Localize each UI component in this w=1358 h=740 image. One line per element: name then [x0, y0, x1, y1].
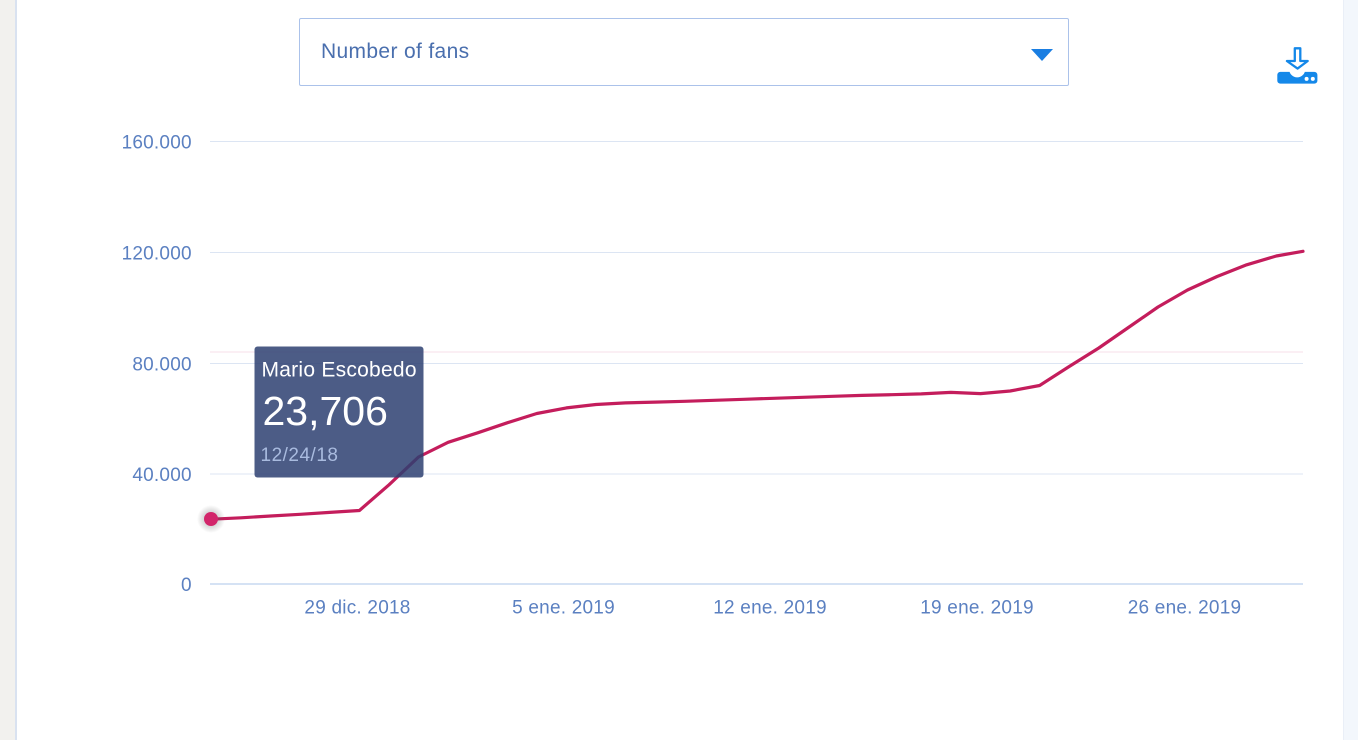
- svg-text:23,706: 23,706: [263, 388, 388, 434]
- svg-text:29 dic. 2018: 29 dic. 2018: [304, 598, 410, 619]
- svg-text:12/24/18: 12/24/18: [261, 445, 339, 466]
- svg-text:19 ene. 2019: 19 ene. 2019: [920, 598, 1034, 619]
- svg-text:Mario Escobedo: Mario Escobedo: [262, 359, 417, 382]
- svg-text:5 ene. 2019: 5 ene. 2019: [512, 598, 615, 619]
- svg-text:120.000: 120.000: [122, 243, 192, 264]
- svg-text:160.000: 160.000: [122, 132, 192, 153]
- svg-text:12 ene. 2019: 12 ene. 2019: [713, 598, 827, 619]
- svg-text:40.000: 40.000: [132, 465, 191, 486]
- svg-text:80.000: 80.000: [132, 354, 191, 375]
- svg-text:26 ene. 2019: 26 ene. 2019: [1128, 598, 1242, 619]
- svg-text:0: 0: [181, 575, 192, 596]
